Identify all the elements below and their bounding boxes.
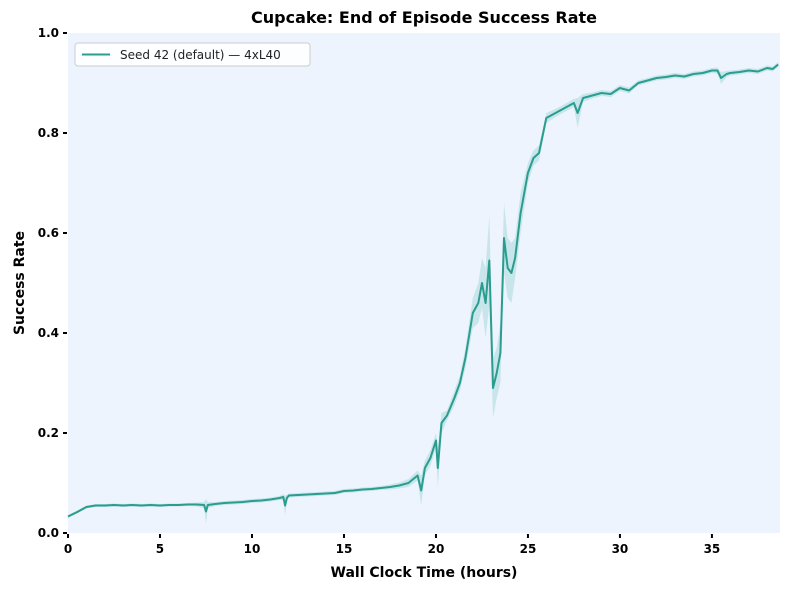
- x-axis-label: Wall Clock Time (hours): [331, 565, 518, 581]
- x-tick-label: 35: [704, 542, 721, 556]
- x-tick-label: 10: [244, 542, 261, 556]
- x-tick-label: 15: [336, 542, 353, 556]
- legend: Seed 42 (default) — 4xL40: [74, 42, 311, 67]
- y-tick-label: 0.4: [38, 326, 59, 340]
- legend-box: [74, 42, 311, 67]
- y-axis: 0.0 0.2 0.4 0.6 0.8 1.0: [38, 26, 67, 540]
- y-axis-label: Success Rate: [12, 231, 28, 335]
- success-rate-line: [67, 63, 779, 518]
- x-axis: 0 5 10 15 20 25 30 35: [64, 534, 720, 556]
- x-tick-label: 25: [520, 542, 537, 556]
- x-tick-label: 0: [64, 542, 72, 556]
- y-tick-label: 1.0: [38, 26, 59, 40]
- plot-area: [68, 33, 780, 533]
- y-tick-label: 0.2: [38, 426, 59, 440]
- x-tick-label: 30: [612, 542, 629, 556]
- x-tick-label: 5: [156, 542, 164, 556]
- legend-label: Seed 42 (default) — 4xL40: [120, 48, 281, 62]
- y-tick-label: 0.6: [38, 226, 59, 240]
- y-tick-label: 0.8: [38, 126, 59, 140]
- chart-title: Cupcake: End of Episode Success Rate: [251, 8, 597, 27]
- data-series: [67, 63, 779, 518]
- x-tick-label: 20: [428, 542, 445, 556]
- y-tick-label: 0.0: [38, 526, 59, 540]
